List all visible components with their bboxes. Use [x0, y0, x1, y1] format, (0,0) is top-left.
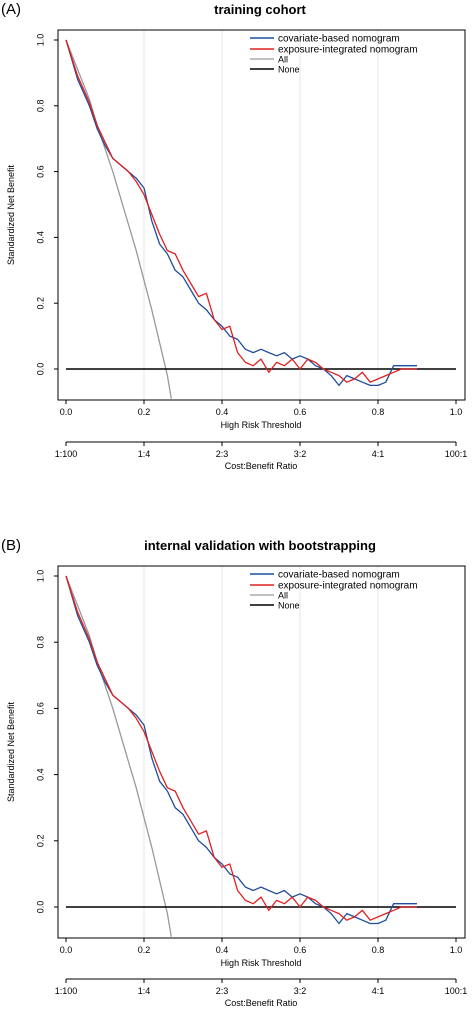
y-tick-label: 0.6	[35, 165, 45, 178]
y-tick-label: 0.2	[35, 835, 45, 848]
y-tick-label: 0.6	[35, 702, 45, 715]
cost-benefit-tick-label: 2:3	[216, 449, 229, 459]
x-axis-title: High Risk Threshold	[221, 958, 302, 968]
cost-benefit-tick-label: 1:100	[55, 986, 78, 996]
legend-label: All	[278, 591, 288, 601]
cost-benefit-tick-label: 1:4	[138, 449, 151, 459]
legend-label: All	[278, 55, 288, 65]
y-tick-label: 1.0	[35, 34, 45, 47]
legend: covariate-based nomogramexposure-integra…	[250, 34, 418, 75]
gridlines	[143, 566, 379, 938]
x-tick-label: 1.0	[450, 407, 463, 417]
series-line-exposure	[65, 39, 417, 383]
x-tick-label: 0.8	[372, 945, 385, 955]
legend: covariate-based nomogramexposure-integra…	[250, 570, 418, 611]
cost-benefit-tick-label: 4:1	[372, 986, 385, 996]
y-tick-label: 0.2	[35, 297, 45, 310]
cost-benefit-tick-label: 3:2	[294, 986, 307, 996]
chart-panel-1: (A) training cohort 0.0 0.2 0.4 0.6 0.8 1.0 Stan…	[1, 1, 467, 471]
series-group	[65, 575, 456, 937]
x-tick-label: 0.0	[60, 407, 73, 417]
y-tick-label: 0.4	[35, 768, 45, 781]
series-line-covariate	[65, 575, 417, 925]
chart-title: internal validation with bootstrapping	[144, 538, 376, 553]
cost-benefit-tick-label: 1:100	[55, 449, 78, 459]
x-tick-label: 0.2	[138, 407, 151, 417]
cost-benefit-axis: 1:100 1:4 2:3 3:2 4:1 100:1 Cost:Benefit Ratio	[55, 978, 468, 1008]
cost-benefit-tick-label: 3:2	[294, 449, 307, 459]
gridlines	[143, 30, 379, 400]
x-tick-label: 0.4	[216, 407, 229, 417]
y-tick-label: 0.4	[35, 231, 45, 244]
y-tick-label: 0.8	[35, 636, 45, 649]
cost-benefit-axis-title: Cost:Benefit Ratio	[225, 461, 298, 471]
x-tick-label: 1.0	[450, 945, 463, 955]
cost-benefit-axis-title: Cost:Benefit Ratio	[225, 998, 298, 1008]
cost-benefit-tick-label: 2:3	[216, 986, 229, 996]
chart-panel-2: (B) internal validation with bootstrappin…	[1, 537, 467, 1008]
y-tick-label: 0.8	[35, 100, 45, 113]
cost-benefit-tick-label: 4:1	[372, 449, 385, 459]
cost-benefit-axis: 1:100 1:4 2:3 3:2 4:1 100:1 Cost:Benefit Ratio	[55, 441, 468, 471]
legend-label: None	[278, 601, 300, 611]
y-axis-title: Standardized Net Benefit	[6, 701, 16, 802]
x-tick-label: 0.6	[294, 407, 307, 417]
chart-title: training cohort	[214, 2, 306, 17]
legend-label: covariate-based nomogram	[278, 34, 400, 45]
cost-benefit-tick-label: 100:1	[445, 986, 468, 996]
y-axis-title: Standardized Net Benefit	[6, 164, 16, 265]
x-tick-label: 0.6	[294, 945, 307, 955]
series-line-all	[65, 575, 172, 937]
series-line-all	[65, 39, 172, 399]
y-tick-label: 0.0	[35, 363, 45, 376]
panel-label: (A)	[1, 1, 21, 18]
x-tick-label: 0.0	[60, 945, 73, 955]
x-tick-label: 0.8	[372, 407, 385, 417]
series-line-covariate	[65, 39, 417, 387]
legend-label: covariate-based nomogram	[278, 570, 400, 581]
legend-label: exposure-integrated nomogram	[278, 581, 418, 592]
y-tick-label: 0.0	[35, 901, 45, 914]
x-tick-label: 0.4	[216, 945, 229, 955]
legend-label: exposure-integrated nomogram	[278, 45, 418, 56]
y-tick-label: 1.0	[35, 570, 45, 583]
cost-benefit-tick-label: 100:1	[445, 449, 468, 459]
plot-frame	[57, 29, 466, 401]
x-axis-title: High Risk Threshold	[221, 420, 302, 430]
plot-frame	[57, 565, 466, 939]
series-line-exposure	[65, 575, 417, 921]
x-tick-label: 0.2	[138, 945, 151, 955]
panel-label: (B)	[1, 537, 21, 554]
legend-label: None	[278, 65, 300, 75]
cost-benefit-tick-label: 1:4	[138, 986, 151, 996]
series-group	[65, 39, 456, 399]
